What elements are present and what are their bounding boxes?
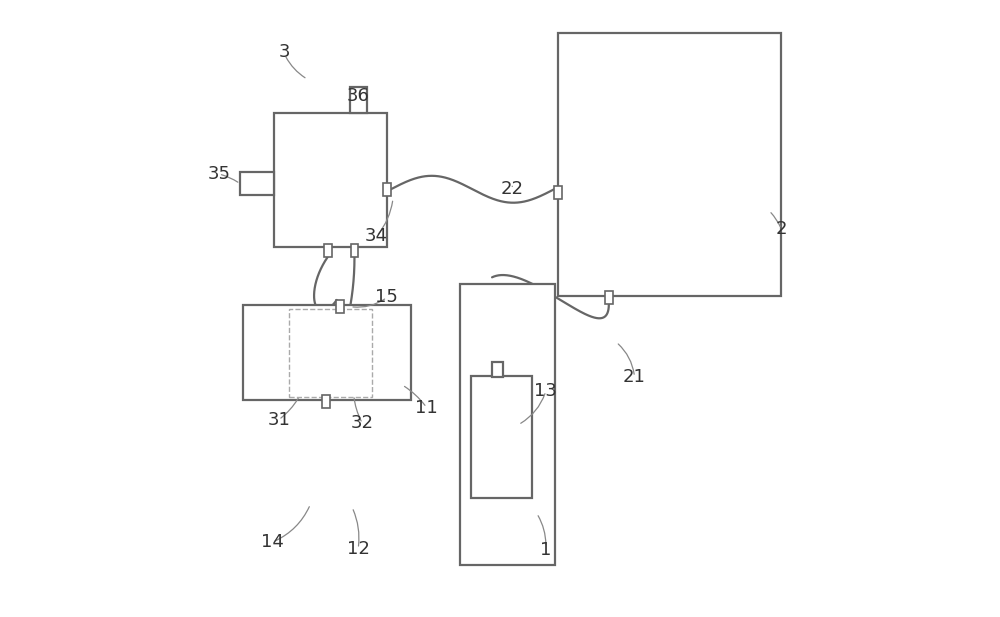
Bar bbox=[492, 362, 503, 377]
Text: 14: 14 bbox=[261, 533, 284, 551]
Text: 2: 2 bbox=[776, 220, 787, 238]
Text: 12: 12 bbox=[347, 540, 370, 558]
Text: 15: 15 bbox=[375, 289, 398, 307]
Text: 3: 3 bbox=[279, 43, 291, 60]
Bar bbox=[554, 186, 562, 199]
Text: 21: 21 bbox=[623, 368, 646, 386]
Text: 32: 32 bbox=[351, 415, 374, 433]
Text: 11: 11 bbox=[415, 399, 438, 416]
Bar bbox=[471, 376, 532, 498]
Text: 31: 31 bbox=[267, 411, 290, 429]
Bar bbox=[289, 308, 372, 397]
Bar bbox=[274, 113, 387, 247]
Text: 34: 34 bbox=[365, 227, 388, 246]
Text: 13: 13 bbox=[534, 382, 557, 400]
Bar bbox=[240, 172, 274, 196]
Text: 35: 35 bbox=[207, 165, 230, 183]
Bar bbox=[558, 33, 781, 296]
Bar bbox=[383, 183, 391, 196]
Text: 36: 36 bbox=[347, 87, 370, 105]
Bar bbox=[336, 300, 344, 313]
Text: 1: 1 bbox=[540, 541, 552, 559]
Bar bbox=[324, 244, 332, 257]
Bar bbox=[350, 87, 367, 113]
Bar bbox=[460, 284, 555, 565]
Bar bbox=[322, 395, 330, 408]
Bar bbox=[605, 291, 613, 304]
Text: 22: 22 bbox=[501, 180, 524, 198]
Bar bbox=[351, 244, 358, 257]
Bar bbox=[243, 305, 411, 400]
